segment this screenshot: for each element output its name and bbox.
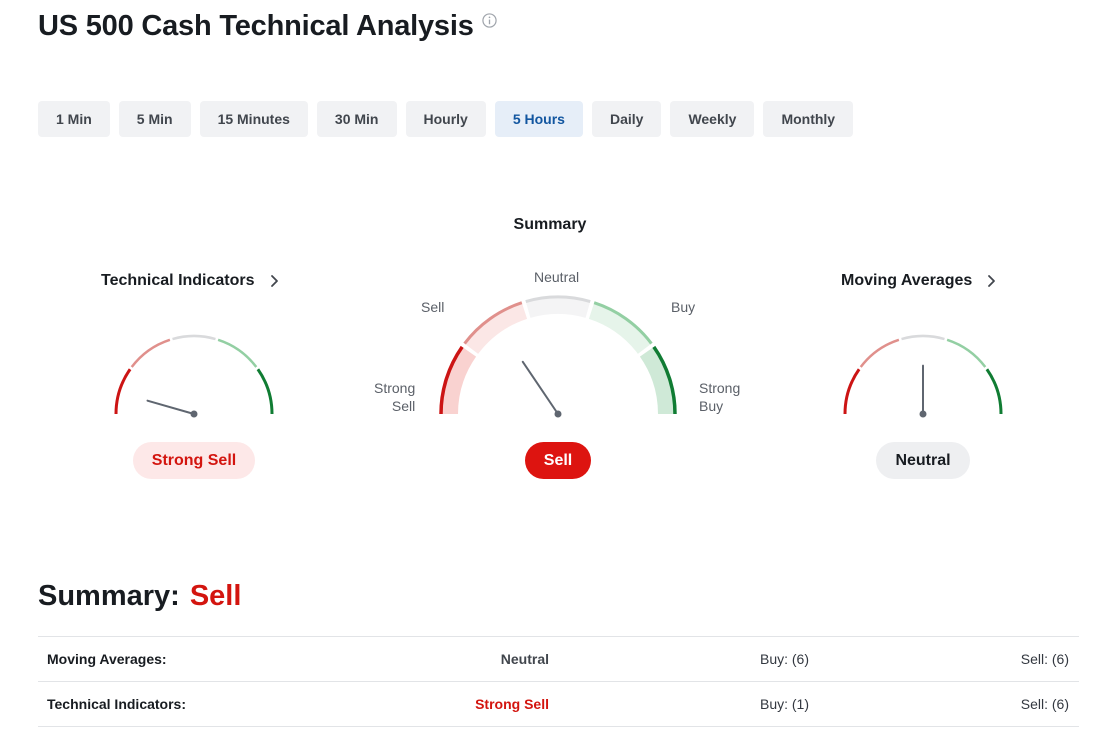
table-row: Moving Averages: Neutral Buy: (6) Sell: … (38, 637, 1079, 682)
tab-5-hours[interactable]: 5 Hours (494, 101, 583, 137)
summary-section-title: Summary: Sell (38, 580, 241, 613)
info-icon[interactable] (481, 13, 497, 28)
moving-averages-title: Moving Averages (841, 272, 973, 289)
row-name: Technical Indicators: (47, 696, 186, 712)
summary-band-buy (588, 302, 652, 354)
tab-monthly[interactable]: Monthly (763, 101, 854, 137)
summary-needle (521, 360, 559, 415)
label-strong-sell: Strong Sell (374, 380, 416, 414)
summary-gauge-title: Summary (513, 216, 587, 233)
technical-indicators-needle (146, 399, 195, 415)
summary-table: Moving Averages: Neutral Buy: (6) Sell: … (38, 636, 1079, 727)
technical-indicators-segment-sell (130, 338, 171, 368)
moving-averages-rating-badge: Neutral (876, 442, 970, 479)
page-title: US 500 Cash Technical Analysis (38, 10, 497, 43)
technical-indicators-segment-strong-sell (114, 368, 132, 415)
summary-segment-buy (593, 301, 653, 345)
label-sell: Sell (421, 299, 445, 315)
tab-hourly[interactable]: Hourly (405, 101, 486, 137)
tab-5-min[interactable]: 5 Min (118, 101, 191, 137)
row-sell-count: Sell: (6) (1020, 696, 1069, 712)
summary-needle-pivot (554, 410, 562, 418)
row-buy-count: Buy: (6) (759, 651, 809, 667)
page-title-text: US 500 Cash Technical Analysis (38, 10, 474, 42)
summary-value: Sell (189, 580, 242, 612)
technical-indicators-link[interactable]: Technical Indicators (101, 272, 279, 290)
summary-band-neutral (525, 297, 591, 318)
moving-averages-segment-neutral (901, 334, 945, 341)
moving-averages-link[interactable]: Moving Averages (841, 272, 996, 290)
summary-band-strong-sell (441, 346, 477, 414)
label-buy: Buy (671, 299, 696, 315)
tab-1-min[interactable]: 1 Min (38, 101, 110, 137)
summary-label: Summary: (38, 580, 180, 612)
tab-daily[interactable]: Daily (591, 101, 662, 137)
chevron-right-icon (988, 275, 996, 287)
row-rating: Neutral (500, 651, 549, 667)
summary-rating-badge: Sell (525, 442, 591, 479)
label-strong-buy: Strong Buy (699, 380, 741, 414)
summary-segment-neutral (525, 295, 591, 303)
tab-weekly[interactable]: Weekly (670, 101, 755, 137)
technical-indicators-title: Technical Indicators (101, 272, 255, 289)
technical-indicators-needle-pivot (190, 410, 198, 418)
technical-indicators-segment-neutral (172, 334, 216, 341)
moving-averages-segment-buy (946, 338, 987, 368)
moving-averages-segment-strong-buy (985, 368, 1003, 415)
summary-segment-strong-sell (439, 345, 464, 415)
row-rating: Strong Sell (475, 696, 549, 712)
row-buy-count: Buy: (1) (759, 696, 809, 712)
tab-30-min[interactable]: 30 Min (316, 101, 397, 137)
row-sell-count: Sell: (6) (1020, 651, 1069, 667)
technical-indicators-rating-badge: Strong Sell (133, 442, 255, 479)
label-neutral: Neutral (534, 269, 580, 285)
technical-indicators-segment-buy (217, 338, 258, 368)
tab-15-minutes[interactable]: 15 Minutes (199, 101, 308, 137)
moving-averages-needle-pivot (919, 410, 927, 418)
technical-indicators-segment-strong-buy (256, 368, 274, 415)
summary-band-sell (464, 302, 528, 354)
timeframe-tabs: 1 Min 5 Min 15 Minutes 30 Min Hourly 5 H… (38, 101, 854, 137)
moving-averages-segment-strong-sell (843, 368, 861, 415)
table-row: Technical Indicators: Strong Sell Buy: (… (38, 682, 1079, 727)
chevron-right-icon (270, 275, 278, 287)
moving-averages-segment-sell (859, 338, 900, 368)
summary-band-strong-buy (639, 346, 675, 414)
summary-segment-strong-buy (652, 345, 677, 415)
row-name: Moving Averages: (47, 651, 167, 667)
summary-segment-sell (463, 301, 523, 345)
